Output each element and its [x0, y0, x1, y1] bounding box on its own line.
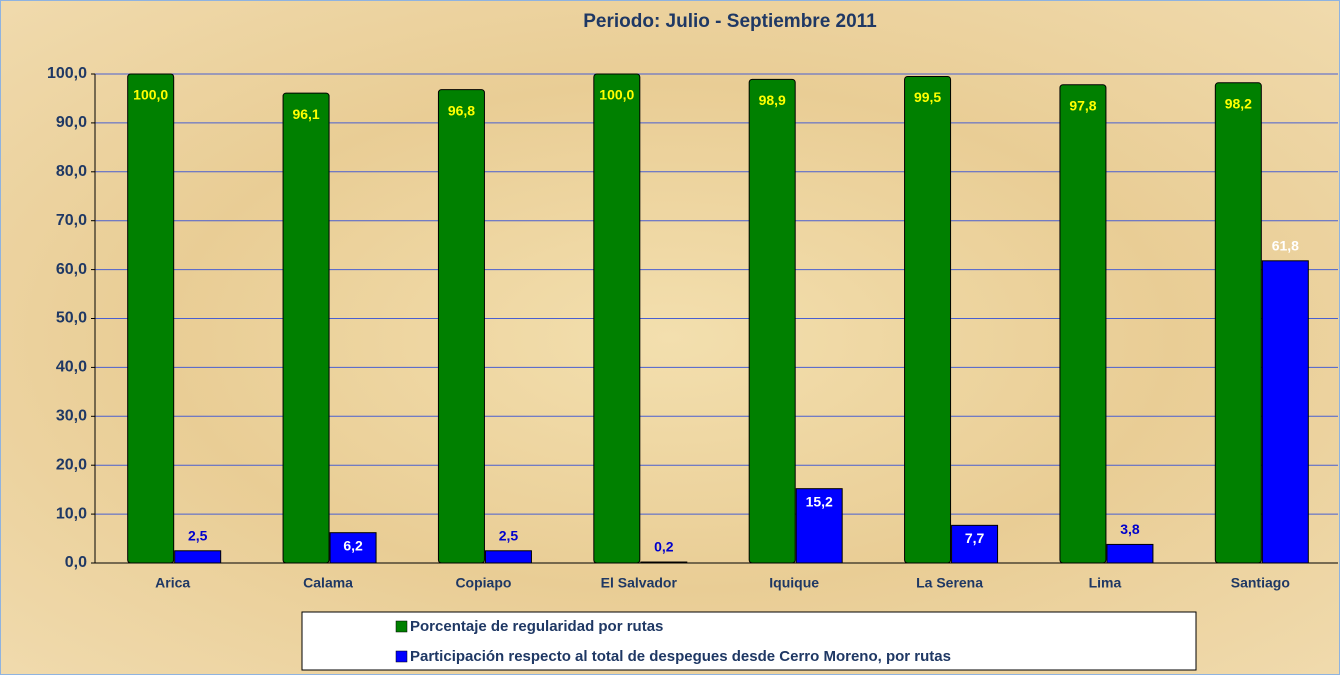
x-tick-label: Iquique [769, 575, 819, 591]
x-tick-label: Lima [1089, 575, 1122, 591]
x-tick-label: Copiapo [455, 575, 511, 591]
chart-title: Periodo: Julio - Septiembre 2011 [583, 11, 877, 32]
data-label: 100,0 [133, 87, 168, 103]
bar [1261, 260, 1309, 564]
bar [748, 78, 796, 564]
legend-swatch [395, 620, 408, 633]
bar [282, 92, 330, 564]
y-tick-label: 60,0 [56, 261, 87, 278]
legend-label: Participación respecto al total de despe… [410, 648, 951, 665]
data-label: 96,8 [448, 102, 475, 118]
bar [1106, 543, 1154, 564]
data-label: 98,9 [759, 92, 786, 108]
data-label: 98,2 [1225, 96, 1252, 112]
y-tick-label: 40,0 [56, 359, 87, 376]
data-label: 15,2 [806, 493, 833, 509]
bar [640, 561, 688, 564]
data-label: 97,8 [1069, 97, 1096, 113]
y-tick-label: 30,0 [56, 408, 87, 425]
data-label: 2,5 [499, 527, 519, 543]
y-tick-label: 20,0 [56, 456, 87, 473]
data-label: 100,0 [599, 87, 634, 103]
data-label: 2,5 [188, 527, 208, 543]
legend-swatch [395, 650, 408, 663]
bar [174, 550, 222, 564]
x-tick-label: Santiago [1231, 575, 1290, 591]
bar [951, 524, 999, 564]
bar [329, 532, 377, 564]
bar [1214, 82, 1262, 564]
y-tick-label: 90,0 [56, 114, 87, 131]
bar [127, 73, 175, 564]
data-label: 6,2 [343, 537, 363, 553]
y-tick-label: 50,0 [56, 310, 87, 327]
bar [593, 73, 641, 564]
data-label: 7,7 [965, 530, 985, 546]
x-tick-label: Arica [155, 575, 190, 591]
y-tick-label: 80,0 [56, 163, 87, 180]
y-tick-label: 100,0 [47, 65, 87, 82]
data-label: 99,5 [914, 89, 941, 105]
bar [484, 550, 532, 564]
y-tick-label: 0,0 [65, 554, 87, 571]
data-label: 61,8 [1272, 238, 1299, 254]
bar [795, 488, 843, 564]
y-tick-label: 10,0 [56, 505, 87, 522]
legend-label: Porcentaje de regularidad por rutas [410, 618, 663, 635]
x-tick-label: El Salvador [601, 575, 678, 591]
x-tick-label: La Serena [916, 575, 983, 591]
bar [904, 75, 952, 564]
legend-box [301, 611, 1197, 671]
data-label: 0,2 [654, 539, 674, 555]
data-label: 96,1 [292, 106, 319, 122]
y-tick-label: 70,0 [56, 212, 87, 229]
data-label: 3,8 [1120, 521, 1140, 537]
x-tick-label: Calama [303, 575, 353, 591]
bar [1059, 84, 1107, 564]
bar [437, 89, 485, 564]
